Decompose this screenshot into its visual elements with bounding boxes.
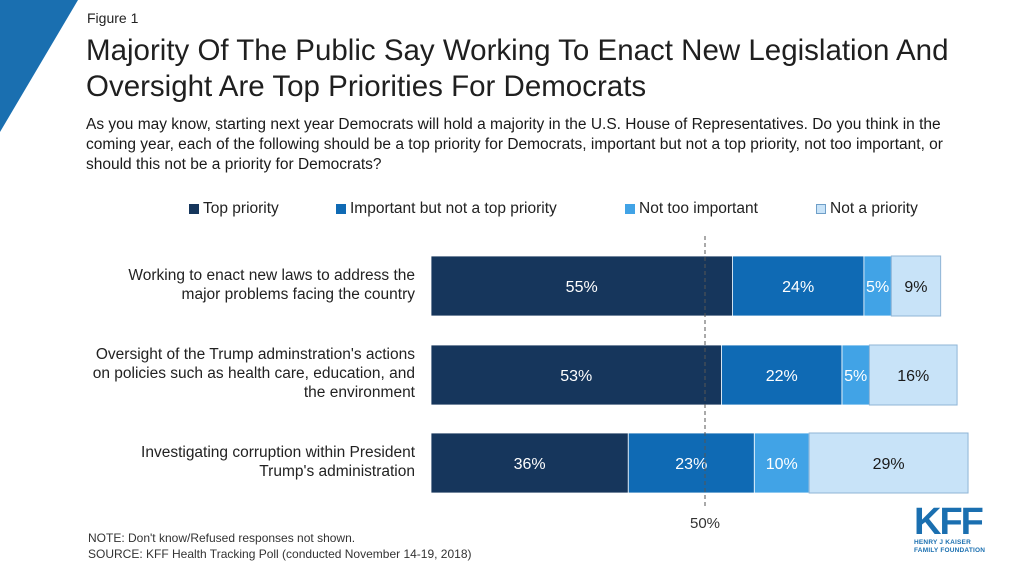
data-label-corruption-not-a-priority: 29% <box>873 456 905 473</box>
logo-line-1: HENRY J KAISER <box>914 539 971 546</box>
legend-item-not-a-priority: Not a priority <box>816 200 918 218</box>
legend-swatch <box>336 204 346 214</box>
legend-swatch <box>625 204 635 214</box>
chart-subtitle: As you may know, starting next year Demo… <box>86 116 943 173</box>
corner-accent <box>0 0 78 132</box>
data-label-new-laws-not-too-important: 5% <box>866 279 889 296</box>
data-label-new-laws-important: 24% <box>782 279 814 296</box>
bar-new-laws-top-priority <box>430 255 733 317</box>
data-label-oversight-not-too-important: 5% <box>844 368 867 385</box>
reference-line-label: 50% <box>690 515 720 532</box>
bar-corruption-not-a-priority <box>808 432 969 494</box>
logo-mark: KFF <box>914 501 984 543</box>
legend-item-not-too-important: Not too important <box>625 200 758 218</box>
data-label-oversight-not-a-priority: 16% <box>897 368 929 385</box>
bar-oversight-not-too-important <box>841 344 870 406</box>
data-label-new-laws-top-priority: 55% <box>566 279 598 296</box>
legend-label: Not a priority <box>830 200 918 217</box>
row-label-corruption: Investigating corruption within Presiden… <box>141 444 415 480</box>
logo-line-2: FAMILY FOUNDATION <box>914 546 986 554</box>
bar-new-laws-not-a-priority <box>890 255 942 317</box>
legend-swatch <box>816 204 826 214</box>
row-label-new-laws: Working to enact new laws to address the… <box>128 267 415 303</box>
data-label-corruption-important: 23% <box>675 456 707 473</box>
legend-label: Important but not a top priority <box>350 200 557 217</box>
data-label-oversight-top-priority: 53% <box>560 368 592 385</box>
chart-title: Majority Of The Public Say Working To En… <box>86 34 949 103</box>
bar-corruption-important <box>627 432 755 494</box>
bar-corruption-not-too-important <box>753 432 810 494</box>
data-label-corruption-top-priority: 36% <box>514 456 546 473</box>
bar-corruption-top-priority <box>430 432 629 494</box>
source-text: SOURCE: KFF Health Tracking Poll (conduc… <box>88 547 472 561</box>
bar-oversight-not-a-priority <box>868 344 958 406</box>
kff-logo: KFF HENRY J KAISER FAMILY FOUNDATION <box>914 501 994 554</box>
legend-item-top-priority: Top priority <box>189 200 279 218</box>
figure-label: Figure 1 <box>87 10 139 26</box>
data-label-oversight-important: 22% <box>766 368 798 385</box>
legend: Top priority Important but not a top pri… <box>0 200 1024 220</box>
bar-new-laws-not-too-important <box>863 255 892 317</box>
data-label-corruption-not-too-important: 10% <box>766 456 798 473</box>
legend-label: Not too important <box>639 200 758 217</box>
legend-item-important: Important but not a top priority <box>336 200 557 218</box>
footer-notes: NOTE: Don't know/Refused responses not s… <box>88 530 472 562</box>
bar-oversight-top-priority <box>430 344 722 406</box>
note-text: NOTE: Don't know/Refused responses not s… <box>88 531 356 545</box>
legend-swatch <box>189 204 199 214</box>
row-label-oversight: Oversight of the Trump adminstration's a… <box>92 346 415 401</box>
data-label-new-laws-not-a-priority: 9% <box>904 279 927 296</box>
bar-new-laws-important <box>732 255 865 317</box>
legend-label: Top priority <box>203 200 279 217</box>
